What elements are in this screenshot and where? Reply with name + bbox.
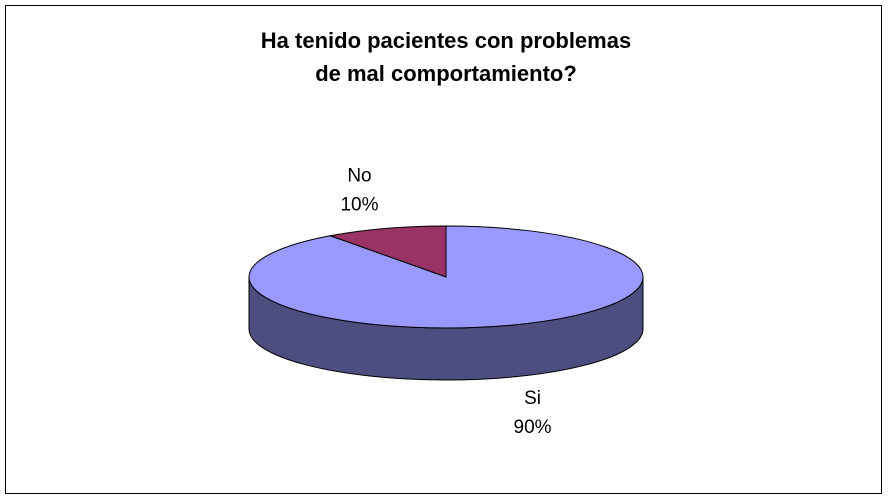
data-label-category: No	[347, 165, 371, 186]
chart-title: Ha tenido pacientes con problemas de mal…	[260, 28, 632, 86]
data-label-value: 90%	[514, 417, 552, 438]
data-label-category: Si	[524, 388, 541, 409]
chart-frame	[5, 5, 882, 494]
data-label-value: 10%	[340, 194, 378, 215]
pie-slice	[248, 225, 644, 329]
pie-slice	[328, 225, 447, 278]
